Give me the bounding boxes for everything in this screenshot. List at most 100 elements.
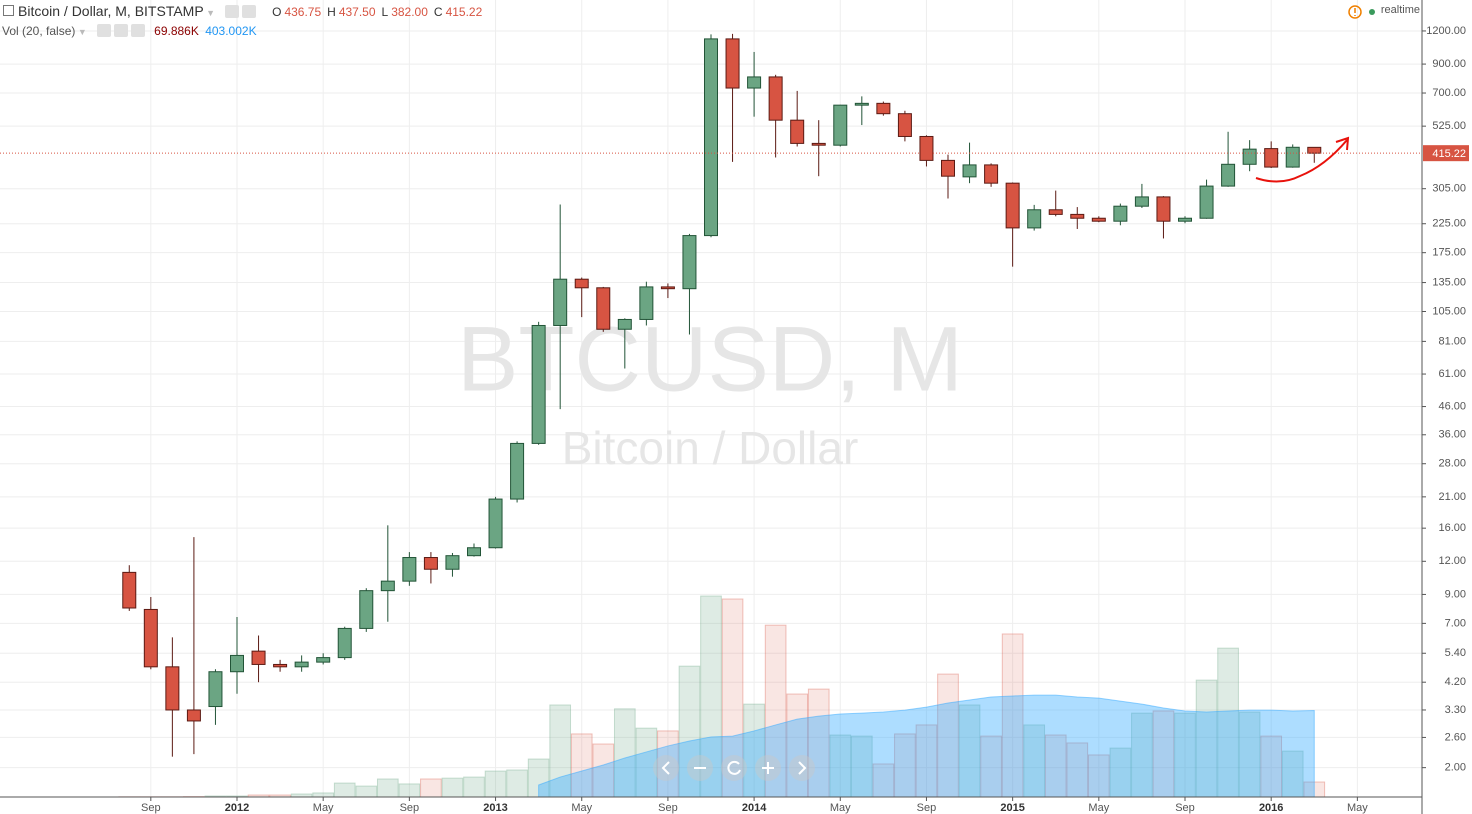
volume-ma-value: 403.002K (205, 24, 257, 38)
candle-body (165, 666, 180, 711)
y-tick-label: 2.00 (1445, 762, 1466, 774)
candle-body (1264, 148, 1279, 168)
candle-body (704, 38, 718, 237)
y-tick-label: 1200.00 (1426, 25, 1466, 37)
y-tick-label: 175.00 (1432, 247, 1466, 259)
ohlc-value: 436.75 (284, 5, 322, 19)
volume-bar (506, 769, 528, 798)
status-dot (1369, 9, 1375, 15)
x-tick-label: May (571, 802, 592, 814)
ohlc-value: 437.50 (338, 5, 376, 19)
candle-body (402, 557, 417, 582)
candle-body (553, 278, 568, 326)
y-tick-label: 3.30 (1445, 704, 1466, 716)
collapse-icon[interactable] (3, 5, 14, 16)
ohlc: O 436.75 H 437.50 L 382.00 C 415.22 (266, 5, 482, 19)
scroll-right-button[interactable] (789, 755, 815, 781)
candle-body (1091, 217, 1106, 222)
candle-body (747, 76, 762, 89)
icon[interactable] (242, 5, 257, 18)
candle-body (531, 324, 546, 444)
volume-bar (484, 770, 507, 798)
candle-body (251, 650, 266, 665)
icon[interactable] (130, 24, 145, 37)
x-tick-label: Sep (141, 802, 161, 814)
x-tick-label: 2015 (1000, 802, 1024, 814)
indicator-line: Vol (20, false) ▼ 69.886K 403.002K (2, 24, 257, 38)
candle-body (1221, 163, 1236, 187)
candle-body (1134, 196, 1149, 207)
ohlc-key: O (272, 5, 282, 19)
y-tick-label: 135.00 (1432, 276, 1466, 288)
warning-icon (1348, 5, 1362, 19)
candle-body (1027, 209, 1042, 229)
candle-body (423, 557, 438, 570)
candle-body (725, 38, 740, 89)
y-tick-label: 5.40 (1445, 647, 1466, 659)
candle-body (294, 661, 309, 668)
navigation[interactable] (653, 755, 815, 781)
y-tick-label: 4.20 (1445, 676, 1466, 688)
candle-body (617, 318, 632, 330)
y-tick-label: 16.00 (1438, 522, 1466, 534)
candle-body (790, 119, 805, 144)
x-tick-label: May (1347, 802, 1368, 814)
volume-bar (333, 782, 356, 798)
icon (727, 760, 741, 775)
y-tick-label: 900.00 (1432, 58, 1466, 70)
y-tick-label: 28.00 (1438, 458, 1466, 470)
candle-body (359, 590, 374, 629)
candle-body (445, 555, 460, 570)
icon[interactable] (113, 24, 128, 37)
x-tick-label: Sep (400, 802, 420, 814)
x-tick-label: Sep (658, 802, 678, 814)
candle-body (1285, 146, 1300, 168)
volume-layer (118, 595, 1326, 798)
candle-body (660, 286, 675, 290)
ohlc-key: C (433, 5, 443, 19)
y-tick-label: 61.00 (1438, 368, 1466, 380)
candle-body (1199, 185, 1214, 219)
reset-button[interactable] (721, 755, 747, 781)
volume-bar (441, 777, 464, 798)
x-tick-label: May (830, 802, 851, 814)
icon[interactable] (225, 5, 240, 18)
x-tick-label: 2014 (742, 802, 767, 814)
symbol: Bitcoin / Dollar, M, BITSTAMP (18, 3, 204, 19)
x-tick-label: 2013 (483, 802, 507, 814)
y-tick-label: 36.00 (1438, 429, 1466, 441)
mode: realtime (1380, 4, 1420, 16)
icon[interactable] (96, 24, 111, 37)
y-tick-label: 105.00 (1432, 305, 1466, 317)
candle-body (337, 627, 352, 659)
candle-body (467, 547, 481, 557)
realtime-indicator (1348, 5, 1375, 19)
scroll-left-button[interactable] (653, 755, 679, 781)
volume-bar (355, 785, 378, 798)
candle-body (682, 235, 697, 290)
watermark-description: Bitcoin / Dollar (562, 422, 859, 474)
volume-bar (398, 783, 421, 798)
y-tick-label: 12.00 (1438, 555, 1466, 567)
icon (798, 761, 807, 775)
x-tick-label: May (1088, 802, 1109, 814)
ohlc-key: H (327, 5, 336, 19)
candle-body (919, 135, 934, 161)
candle-body (1005, 182, 1020, 229)
y-tick-label: 225.00 (1432, 218, 1466, 230)
candle-body (1048, 209, 1063, 215)
x-tick-label: 2012 (225, 802, 249, 814)
volume-bar (312, 792, 335, 798)
candle-body (1178, 217, 1192, 222)
y-tick-label: 46.00 (1438, 400, 1466, 412)
x-tick-label: Sep (1175, 802, 1195, 814)
icon (762, 762, 774, 774)
candle-body (1307, 146, 1322, 154)
candle-body (1070, 213, 1085, 219)
y-tick-label: 81.00 (1438, 335, 1466, 347)
candle-body (984, 164, 999, 184)
y-tick-label: 700.00 (1432, 87, 1466, 99)
icon (661, 761, 670, 775)
candle-body (143, 608, 158, 668)
